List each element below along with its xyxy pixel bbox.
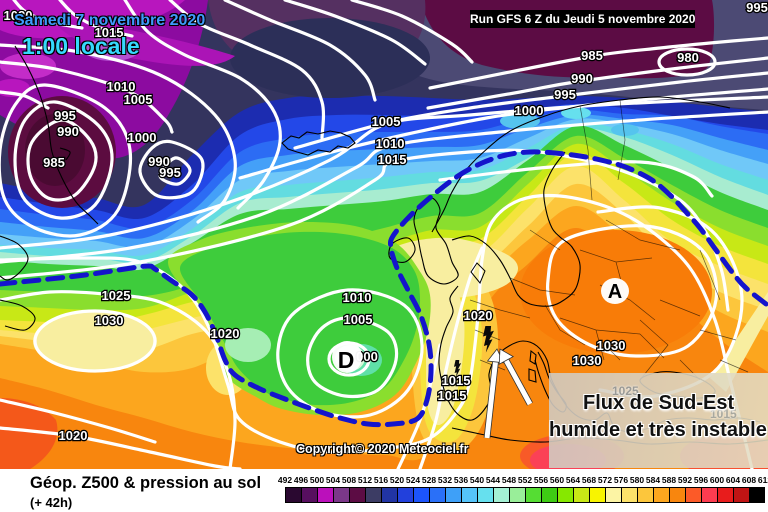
- svg-text:1015: 1015: [438, 388, 467, 403]
- svg-text:1000: 1000: [515, 103, 544, 118]
- svg-text:1015: 1015: [378, 152, 407, 167]
- svg-text:1020: 1020: [464, 308, 493, 323]
- svg-text:995: 995: [159, 165, 181, 180]
- svg-text:985: 985: [43, 155, 65, 170]
- svg-text:1005: 1005: [124, 92, 153, 107]
- svg-text:1015: 1015: [95, 25, 124, 40]
- svg-text:1030: 1030: [95, 313, 124, 328]
- svg-text:1020: 1020: [4, 8, 33, 23]
- svg-text:1030: 1030: [573, 353, 602, 368]
- svg-text:1005: 1005: [372, 114, 401, 129]
- svg-text:D: D: [338, 347, 355, 373]
- svg-text:1005: 1005: [344, 312, 373, 327]
- svg-text:1015: 1015: [442, 373, 471, 388]
- svg-text:1030: 1030: [597, 338, 626, 353]
- svg-text:995: 995: [54, 108, 76, 123]
- svg-text:1010: 1010: [107, 79, 136, 94]
- svg-text:1025: 1025: [102, 288, 131, 303]
- svg-text:995: 995: [746, 0, 768, 15]
- svg-text:985: 985: [581, 48, 603, 63]
- svg-text:A: A: [608, 281, 622, 303]
- svg-text:1010: 1010: [376, 136, 405, 151]
- svg-text:1010: 1010: [343, 290, 372, 305]
- svg-text:1020: 1020: [59, 428, 88, 443]
- svg-text:1020: 1020: [211, 326, 240, 341]
- svg-text:995: 995: [554, 87, 576, 102]
- svg-text:1000: 1000: [128, 130, 157, 145]
- svg-text:990: 990: [571, 71, 593, 86]
- svg-text:990: 990: [148, 154, 170, 169]
- svg-text:990: 990: [57, 124, 79, 139]
- svg-text:980: 980: [677, 50, 699, 65]
